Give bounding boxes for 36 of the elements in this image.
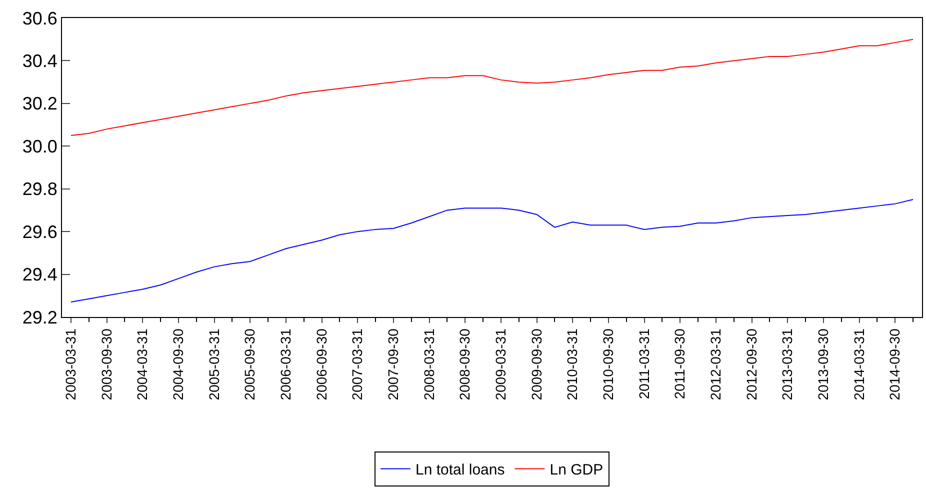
- x-tick-label: 2008-09-30: [456, 328, 473, 400]
- x-tick-label: 2011-09-30: [672, 328, 688, 400]
- x-tick-label: 2006-03-31: [278, 328, 294, 400]
- x-tick-label: 2006-09-30: [313, 328, 330, 400]
- y-tick-label: 30.4: [22, 51, 58, 72]
- x-tick-label: 2009-09-30: [528, 328, 544, 400]
- y-tick-label: 30.2: [22, 94, 58, 114]
- y-tick-label: 29.2: [22, 307, 58, 328]
- x-tick-label: 2007-09-30: [385, 328, 402, 400]
- y-tick-label: 29.4: [22, 264, 58, 285]
- legend-label: Ln total loans: [416, 462, 505, 479]
- y-tick-label: 30.0: [22, 136, 58, 156]
- legend-label: Ln GDP: [550, 462, 604, 479]
- line-series: [70, 38, 914, 136]
- x-tick-label: 2012-09-30: [743, 328, 760, 400]
- x-tick-label: 2004-09-30: [170, 328, 186, 400]
- x-tick-label: 2014-09-30: [886, 328, 903, 400]
- x-tick-label: 2007-03-31: [349, 328, 366, 400]
- line-series: [70, 199, 914, 303]
- y-tick-label: 29.6: [22, 222, 58, 242]
- x-tick-label: 2003-09-30: [98, 328, 114, 400]
- x-tick-label: 2010-03-31: [564, 328, 580, 400]
- x-tick-label: 2011-03-31: [636, 328, 652, 400]
- x-tick-label: 2008-03-31: [420, 328, 437, 400]
- x-tick-label: 2009-03-31: [492, 328, 509, 400]
- x-tick-label: 2004-03-31: [134, 328, 150, 400]
- y-tick-label: 29.8: [22, 179, 58, 200]
- x-tick-label: 2013-09-30: [815, 328, 832, 400]
- x-tick-label: 2005-03-31: [206, 328, 222, 400]
- x-tick-label: 2014-03-31: [850, 328, 867, 400]
- x-tick-label: 2003-03-31: [62, 328, 79, 400]
- x-tick-label: 2012-03-31: [708, 328, 724, 400]
- x-tick-label: 2010-09-30: [600, 328, 616, 400]
- x-tick-label: 2005-09-30: [242, 328, 258, 400]
- y-tick-label: 30.6: [22, 8, 58, 28]
- x-tick-label: 2013-03-31: [779, 328, 796, 400]
